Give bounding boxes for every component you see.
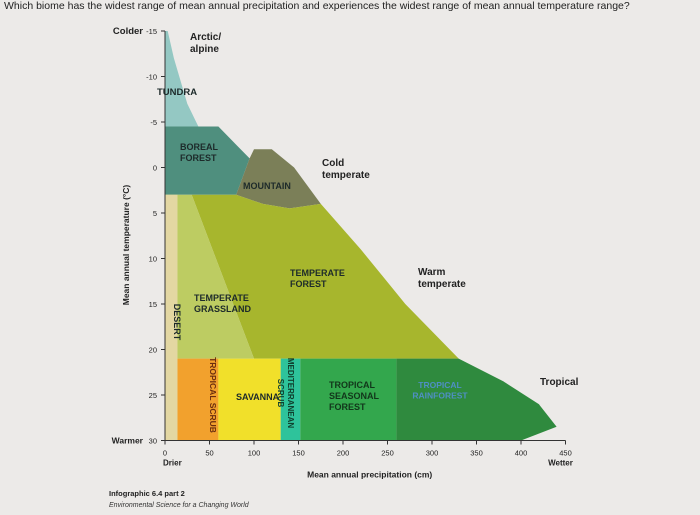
y-tick-label: 20 (149, 346, 157, 355)
y-tick-label: 25 (149, 391, 157, 400)
region-label-temperate-forest: TEMPERATE FOREST (290, 268, 345, 289)
biome-boreal-forest (165, 126, 250, 195)
y-tick-label: 10 (149, 255, 157, 264)
x-tick-label: 450 (559, 449, 572, 458)
biome-desert (165, 194, 178, 441)
y-tick-label: 15 (149, 300, 157, 309)
x-tick-label: 350 (470, 449, 483, 458)
climate-label-warm-temperate: Warm temperate (418, 267, 466, 290)
region-label-desert: DESERT (172, 304, 182, 341)
x-tick-label: 150 (292, 449, 305, 458)
region-label-mediterranean-scrub: MEDITERRANEANSCRUB (276, 358, 295, 428)
region-label-tropical-seasonal-forest: TROPICAL SEASONAL FOREST (329, 380, 380, 412)
region-label-boreal-forest: BOREAL FOREST (180, 142, 219, 163)
region-label-temperate-grassland: TEMPERATE GRASSLAND (194, 293, 252, 314)
biome-regions (165, 31, 557, 441)
x-axis-title: Mean annual precipitation (cm) (307, 470, 432, 480)
region-label-tropical-rainforest: TROPICAL RAINFOREST (412, 380, 468, 401)
question-text: Which biome has the widest range of mean… (4, 0, 630, 12)
climate-label-tropical: Tropical (540, 377, 579, 388)
y-end-label-colder: Colder (113, 26, 143, 37)
biome-savanna (218, 358, 281, 441)
climate-label-arctic-alpine: Arctic/alpine (190, 32, 221, 55)
biome-tropical-seasonal-forest (300, 358, 397, 441)
y-tick-label: 0 (153, 164, 157, 173)
y-tick-label: 30 (149, 437, 157, 446)
biome-tundra (165, 31, 219, 132)
biome-tropical-rainforest (396, 358, 557, 441)
labels: Arctic/alpine Cold temperate Warm temperate T… (157, 32, 579, 433)
climate-label-cold-temperate: Cold temperate (322, 158, 370, 181)
x-tick-label: 200 (337, 449, 350, 458)
x-tick-label: 0 (163, 449, 167, 458)
credit-subtitle: Environmental Science for a Changing Wor… (109, 502, 250, 509)
y-tick-label: 5 (153, 209, 157, 218)
x-end-label-wetter: Wetter (548, 459, 573, 468)
biome-mediterranean-scrub (280, 358, 301, 441)
x-tick-label: 50 (205, 449, 213, 458)
y-tick-label: -15 (146, 27, 157, 36)
y-axis-title: Mean annual temperature (°C) (121, 185, 131, 306)
y-end-label-warmer: Warmer (112, 436, 144, 446)
biome-temperate-grassland (165, 194, 254, 359)
x-end-label-drier: Drier (163, 459, 182, 468)
x-tick-label: 400 (515, 449, 528, 458)
region-label-tropical-scrub: TROPICAL SCRUB (208, 357, 218, 433)
y-tick-label: -5 (150, 118, 157, 127)
x-tick-label: 100 (248, 449, 261, 458)
region-label-mountain: MOUNTAIN (243, 181, 291, 191)
region-label-savanna: SAVANNA (236, 392, 280, 402)
x-tick-label: 300 (426, 449, 439, 458)
y-tick-label: -10 (146, 73, 157, 82)
credit-title: Infographic 6.4 part 2 (109, 489, 185, 498)
biome-tropical-scrub (177, 358, 219, 441)
biome-mountain (236, 149, 321, 209)
x-tick-label: 250 (381, 449, 394, 458)
biome-temperate-forest (191, 194, 459, 359)
region-label-tundra: TUNDRA (157, 87, 197, 98)
credit: Infographic 6.4 part 2 Environmental Sci… (109, 489, 250, 509)
